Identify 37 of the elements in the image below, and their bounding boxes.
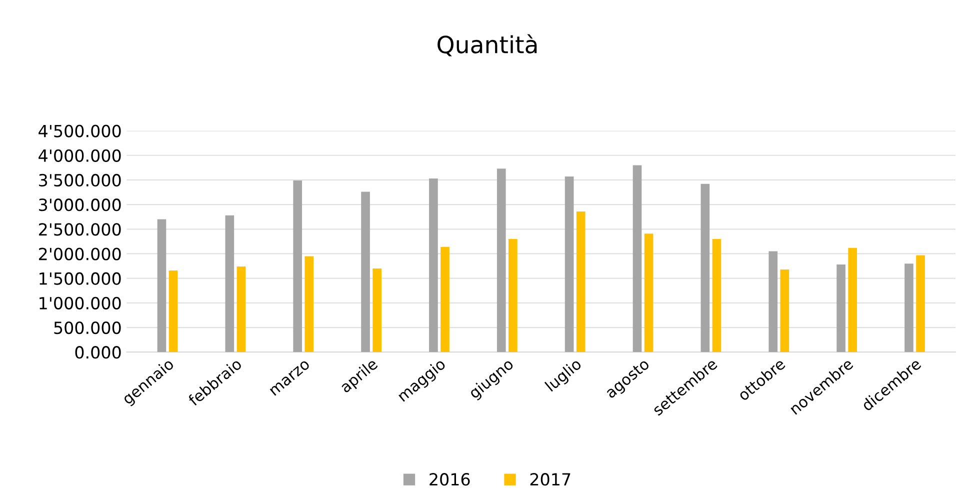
legend-label: 2017 [530,473,570,486]
bar [508,238,518,352]
bar [236,266,246,352]
bar [644,234,654,352]
bar [780,269,790,352]
y-tick-label: 3'000.000 [39,198,121,212]
y-tick-label: 2'000.000 [39,248,121,260]
y-tick-label: 1'000.000 [40,296,121,310]
legend-label: 2016 [430,473,470,486]
bar [225,215,234,352]
bar [768,251,778,352]
bar [836,264,846,352]
bar [576,211,586,352]
y-tick-label: 2'500.000 [39,223,121,236]
bar [496,168,506,352]
bar [440,246,450,352]
bar [429,178,438,352]
bar [712,238,722,352]
bar [632,165,642,352]
y-tick-label: 1'500.000 [40,272,121,285]
bar [157,219,166,352]
y-tick-label: 4'000.000 [38,149,121,162]
chart-title: Quantità [438,34,537,56]
y-tick-label: 4'500.000 [38,124,121,138]
bar [848,248,857,352]
bar [361,192,370,352]
bar [293,180,302,352]
bar [700,184,710,352]
bar [168,270,178,352]
y-tick-label: 3'500.000 [39,174,121,187]
y-tick-label: 500.000 [54,321,121,334]
bar [372,268,382,352]
y-tick-label: 0.000 [75,346,121,359]
bar [904,264,914,352]
bar [916,255,925,352]
bar [564,176,574,352]
bar [304,256,314,352]
